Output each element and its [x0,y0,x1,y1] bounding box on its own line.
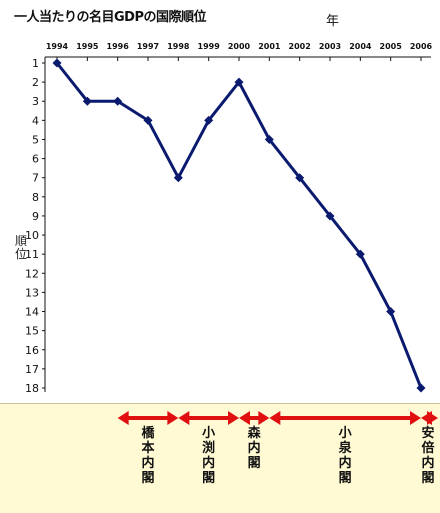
y-tick-label: 7 [32,172,39,185]
data-point [173,173,183,183]
cabinet-label: 森内閣 [247,426,261,471]
x-tick-label: 2001 [258,42,281,51]
data-point [355,249,365,259]
x-tick-label: 1997 [137,42,159,51]
data-point [113,96,123,106]
y-tick-label: 16 [25,344,39,357]
data-point [143,115,153,125]
x-tick-label: 2003 [319,42,341,51]
data-point [416,383,426,393]
data-point [52,58,62,68]
data-point [386,307,396,317]
cabinet-label: 安倍内閣 [421,426,435,486]
x-tick-label: 1999 [198,42,221,51]
y-tick-label: 13 [25,286,39,299]
y-tick-label: 18 [25,382,39,395]
cabinet-label: 小渕内閣 [202,426,216,486]
y-tick-label: 6 [32,153,39,166]
series-line [55,62,423,389]
chart-title: 一人当たりの名目GDPの国際順位 [14,10,207,25]
x-tick-label: 2004 [349,42,372,51]
y-tick-label: 5 [32,133,39,146]
y-axis-label: 順位 [14,234,27,261]
y-tick-label: 12 [25,267,39,280]
x-tick-label: 2000 [228,42,251,51]
y-tick-label: 14 [25,306,39,319]
data-point [295,173,305,183]
data-point [82,96,92,106]
x-tick-label: 1996 [107,42,130,51]
cabinet-label: 橋本内閣 [141,426,155,486]
y-tick-label: 9 [32,210,39,223]
x-tick-label: 2005 [380,42,403,51]
x-tick-label: 2002 [289,42,311,51]
y-tick-label: 2 [32,76,39,89]
y-tick-label: 17 [25,363,39,376]
y-tick-label: 1 [32,57,39,70]
x-axis-label: 年 [326,14,340,29]
y-tick-label: 4 [32,114,39,127]
x-tick-label: 2006 [410,42,433,51]
y-tick-label: 3 [32,95,39,108]
cabinet-panel: 橋本内閣 小渕内閣 森内閣 小泉内閣 安倍内閣 [0,403,440,513]
data-point [325,211,335,221]
y-tick-label: 15 [25,325,39,338]
x-tick-label: 1998 [167,42,190,51]
data-point [264,134,274,144]
data-point [234,77,244,87]
x-tick-label: 1995 [76,42,99,51]
x-tick-label: 1994 [46,42,69,51]
data-point [204,115,214,125]
cabinet-label: 小泉内閣 [338,426,352,486]
y-tick-label: 8 [32,191,39,204]
